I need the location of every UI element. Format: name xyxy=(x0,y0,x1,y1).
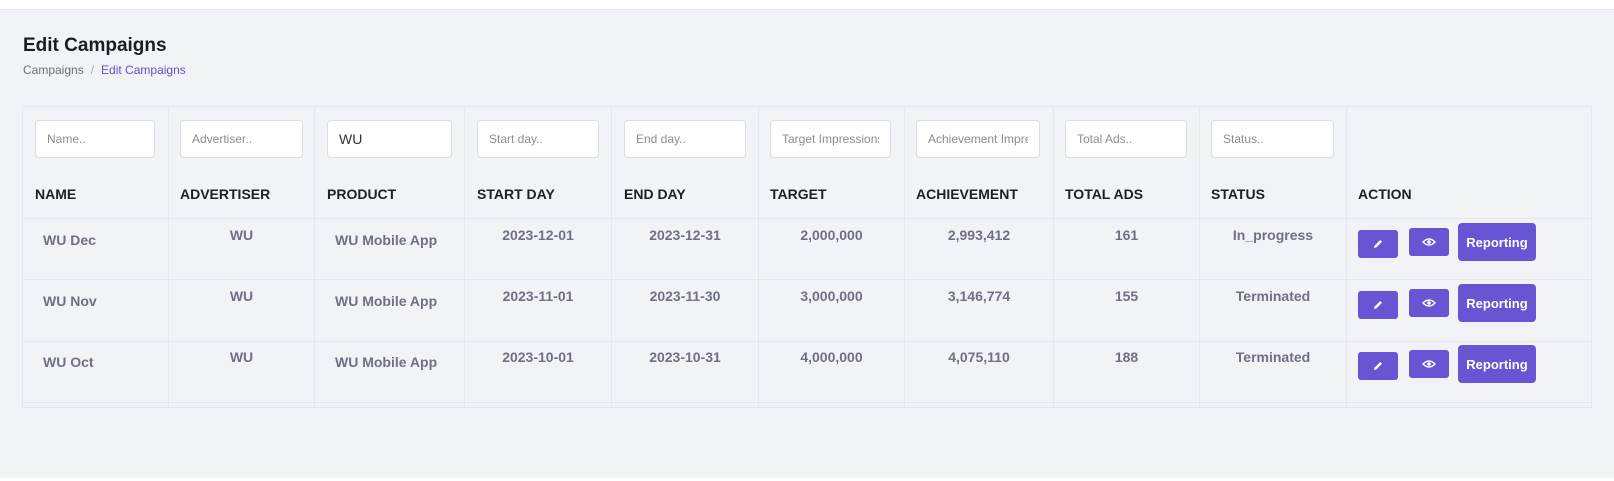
column-header-start-day[interactable]: START DAY xyxy=(477,186,555,202)
cell-status: In_progress xyxy=(1232,227,1314,243)
column-divider xyxy=(168,107,169,407)
name-filter-input[interactable] xyxy=(35,120,155,158)
advertiser-filter-input[interactable] xyxy=(180,120,303,158)
achievement-filter-input[interactable] xyxy=(916,120,1040,158)
column-header-end-day[interactable]: END DAY xyxy=(624,186,686,202)
edit-button[interactable] xyxy=(1358,230,1398,258)
column-header-achievement[interactable]: ACHIEVEMENT xyxy=(916,186,1018,202)
page-title: Edit Campaigns xyxy=(23,35,167,56)
eye-icon xyxy=(1422,360,1436,368)
column-divider xyxy=(464,107,465,407)
campaigns-table: NAME ADVERTISER PRODUCT START DAY END DA… xyxy=(22,106,1592,408)
cell-status: Terminated xyxy=(1235,288,1311,304)
target-filter-input[interactable] xyxy=(770,120,891,158)
cell-name: WU Dec xyxy=(43,232,96,248)
reporting-button[interactable]: Reporting xyxy=(1458,223,1536,261)
row-divider xyxy=(23,218,1591,219)
column-header-action: ACTION xyxy=(1358,186,1412,202)
cell-advertiser: WU xyxy=(229,227,254,243)
cell-start-day: 2023-12-01 xyxy=(502,227,574,243)
cell-product: WU Mobile App xyxy=(335,293,438,309)
column-header-advertiser[interactable]: ADVERTISER xyxy=(180,186,271,202)
view-button[interactable] xyxy=(1409,289,1449,317)
start-day-filter-input[interactable] xyxy=(477,120,599,158)
cell-advertiser: WU xyxy=(229,288,254,304)
column-divider xyxy=(1346,107,1347,407)
cell-total-ads: 155 xyxy=(1114,288,1139,304)
column-divider xyxy=(758,107,759,407)
reporting-button[interactable]: Reporting xyxy=(1458,345,1536,383)
cell-end-day: 2023-11-30 xyxy=(649,288,721,304)
column-divider xyxy=(314,107,315,407)
column-header-total-ads[interactable]: TOTAL ADS xyxy=(1065,186,1144,202)
product-filter-input[interactable] xyxy=(327,120,452,158)
reporting-button[interactable]: Reporting xyxy=(1458,284,1536,322)
row-divider xyxy=(23,279,1591,280)
cell-start-day: 2023-10-01 xyxy=(502,349,574,365)
breadcrumb-current: Edit Campaigns xyxy=(101,63,186,77)
cell-total-ads: 188 xyxy=(1114,349,1139,365)
breadcrumb: Campaigns / Edit Campaigns xyxy=(23,63,186,77)
column-divider xyxy=(611,107,612,407)
eye-icon xyxy=(1422,299,1436,307)
view-button[interactable] xyxy=(1409,350,1449,378)
column-divider xyxy=(1199,107,1200,407)
cell-target: 4,000,000 xyxy=(800,349,863,365)
cell-product: WU Mobile App xyxy=(335,232,438,248)
breadcrumb-campaigns-link[interactable]: Campaigns xyxy=(23,63,84,77)
cell-advertiser: WU xyxy=(229,349,254,365)
cell-achievement: 4,075,110 xyxy=(948,349,1010,365)
status-filter-input[interactable] xyxy=(1211,120,1334,158)
column-header-status: STATUS xyxy=(1211,186,1265,202)
cell-name: WU Nov xyxy=(43,293,97,309)
edit-button[interactable] xyxy=(1358,352,1398,380)
cell-start-day: 2023-11-01 xyxy=(502,288,574,304)
breadcrumb-separator: / xyxy=(90,63,95,77)
cell-end-day: 2023-10-31 xyxy=(649,349,721,365)
row-divider xyxy=(23,341,1591,342)
total-ads-filter-input[interactable] xyxy=(1065,120,1187,158)
cell-target: 2,000,000 xyxy=(800,227,863,243)
column-header-name[interactable]: NAME xyxy=(35,186,77,202)
cell-name: WU Oct xyxy=(43,354,94,370)
cell-status: Terminated xyxy=(1235,349,1311,365)
pencil-icon xyxy=(1374,240,1382,248)
row-divider xyxy=(23,402,1591,403)
cell-target: 3,000,000 xyxy=(800,288,863,304)
edit-button[interactable] xyxy=(1358,291,1398,319)
end-day-filter-input[interactable] xyxy=(624,120,746,158)
cell-achievement: 3,146,774 xyxy=(947,288,1011,304)
view-button[interactable] xyxy=(1409,228,1449,256)
cell-total-ads: 161 xyxy=(1114,227,1139,243)
column-divider xyxy=(1053,107,1054,407)
eye-icon xyxy=(1422,238,1436,246)
column-header-target[interactable]: TARGET xyxy=(770,186,827,202)
pencil-icon xyxy=(1374,362,1382,370)
column-divider xyxy=(904,107,905,407)
cell-product: WU Mobile App xyxy=(335,354,438,370)
pencil-icon xyxy=(1374,301,1382,309)
column-header-product[interactable]: PRODUCT xyxy=(327,186,397,202)
top-bar xyxy=(0,0,1614,10)
cell-end-day: 2023-12-31 xyxy=(649,227,721,243)
cell-achievement: 2,993,412 xyxy=(947,227,1011,243)
bottom-edge xyxy=(0,478,1614,481)
